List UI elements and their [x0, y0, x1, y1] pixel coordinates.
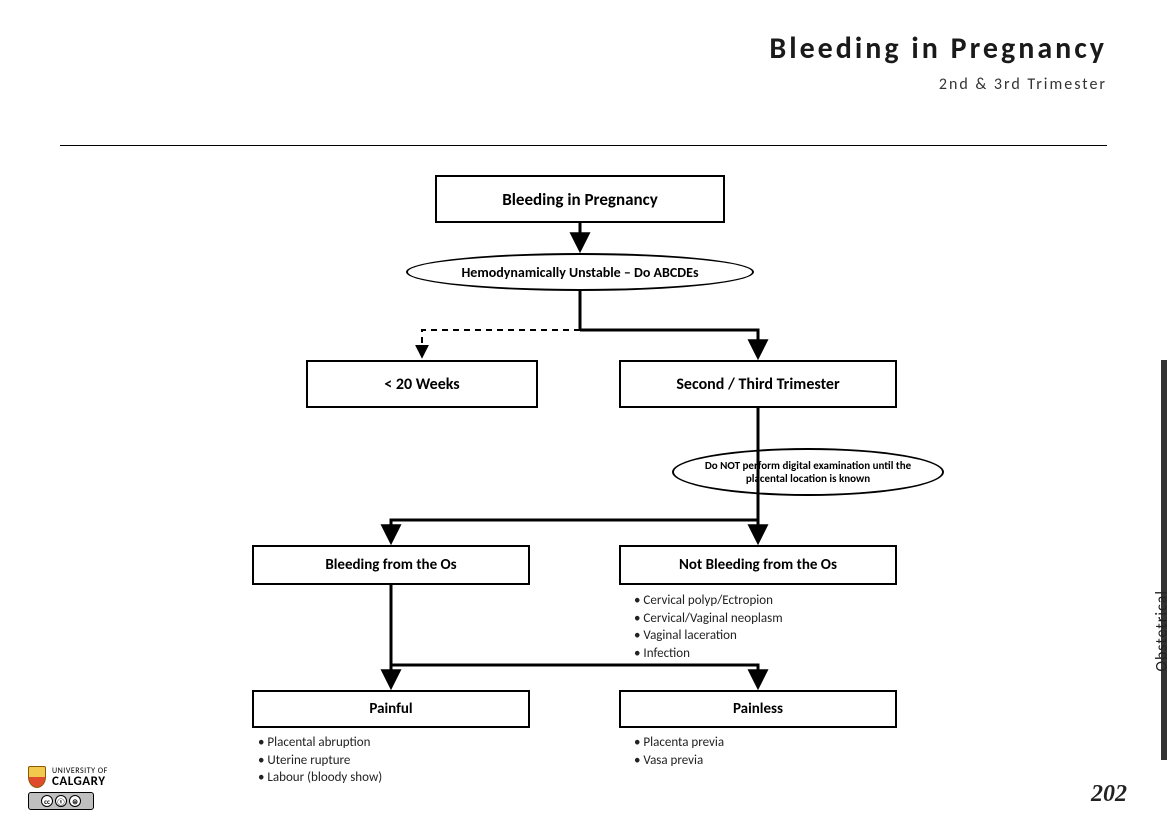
cc-symbol-3: ⊜ — [69, 795, 81, 807]
bullet-item: Uterine rupture — [258, 752, 382, 770]
cc-license-icon: cc ① ⊜ — [28, 792, 94, 810]
bullets-painful: Placental abruptionUterine ruptureLabour… — [258, 734, 382, 787]
flow-node-painful: Painful — [252, 690, 530, 728]
bullet-item: Labour (bloody show) — [258, 769, 382, 787]
page-subtitle: 2nd & 3rd Trimester — [939, 75, 1107, 94]
flow-node-abc: Hemodynamically Unstable – Do ABCDEs — [406, 253, 754, 291]
edge-3 — [580, 330, 758, 356]
flow-node-root: Bleeding in Pregnancy — [435, 175, 725, 223]
flowchart-edges — [0, 0, 1167, 828]
bullet-item: Infection — [634, 645, 783, 663]
flow-node-warn: Do NOT perform digital examination until… — [672, 448, 944, 496]
edge-6 — [391, 520, 758, 541]
edge-10 — [391, 665, 758, 686]
logo-line2: CALGARY — [52, 775, 108, 788]
cc-symbol-2: ① — [55, 795, 67, 807]
page-number: 202 — [1091, 781, 1127, 808]
flow-node-notos: Not Bleeding from the Os — [619, 545, 897, 585]
bullet-item: Placenta previa — [634, 734, 724, 752]
bullet-item: Cervical/Vaginal neoplasm — [634, 610, 783, 628]
page-title: Bleeding in Pregnancy — [769, 30, 1107, 67]
side-tab-bar — [1161, 360, 1167, 760]
bullet-item: Placental abruption — [258, 734, 382, 752]
flow-node-painless: Painless — [619, 690, 897, 728]
flow-node-lt20: < 20 Weeks — [306, 360, 538, 408]
bullet-item: Vaginal laceration — [634, 627, 783, 645]
university-logo: UNIVERSITY OF CALGARY — [28, 766, 108, 788]
flow-node-tri23: Second / Third Trimester — [619, 360, 897, 408]
bullet-item: Cervical polyp/Ectropion — [634, 592, 783, 610]
side-category-label: Obstetrical — [1153, 590, 1167, 672]
bullets-painless: Placenta previaVasa previa — [634, 734, 724, 769]
edge-2 — [422, 330, 580, 356]
header-divider — [60, 145, 1107, 146]
bullets-notos: Cervical polyp/EctropionCervical/Vaginal… — [634, 592, 783, 662]
bullet-item: Vasa previa — [634, 752, 724, 770]
flow-node-bleedos: Bleeding from the Os — [252, 545, 530, 585]
cc-symbol-1: cc — [41, 795, 53, 807]
shield-icon — [28, 766, 46, 788]
